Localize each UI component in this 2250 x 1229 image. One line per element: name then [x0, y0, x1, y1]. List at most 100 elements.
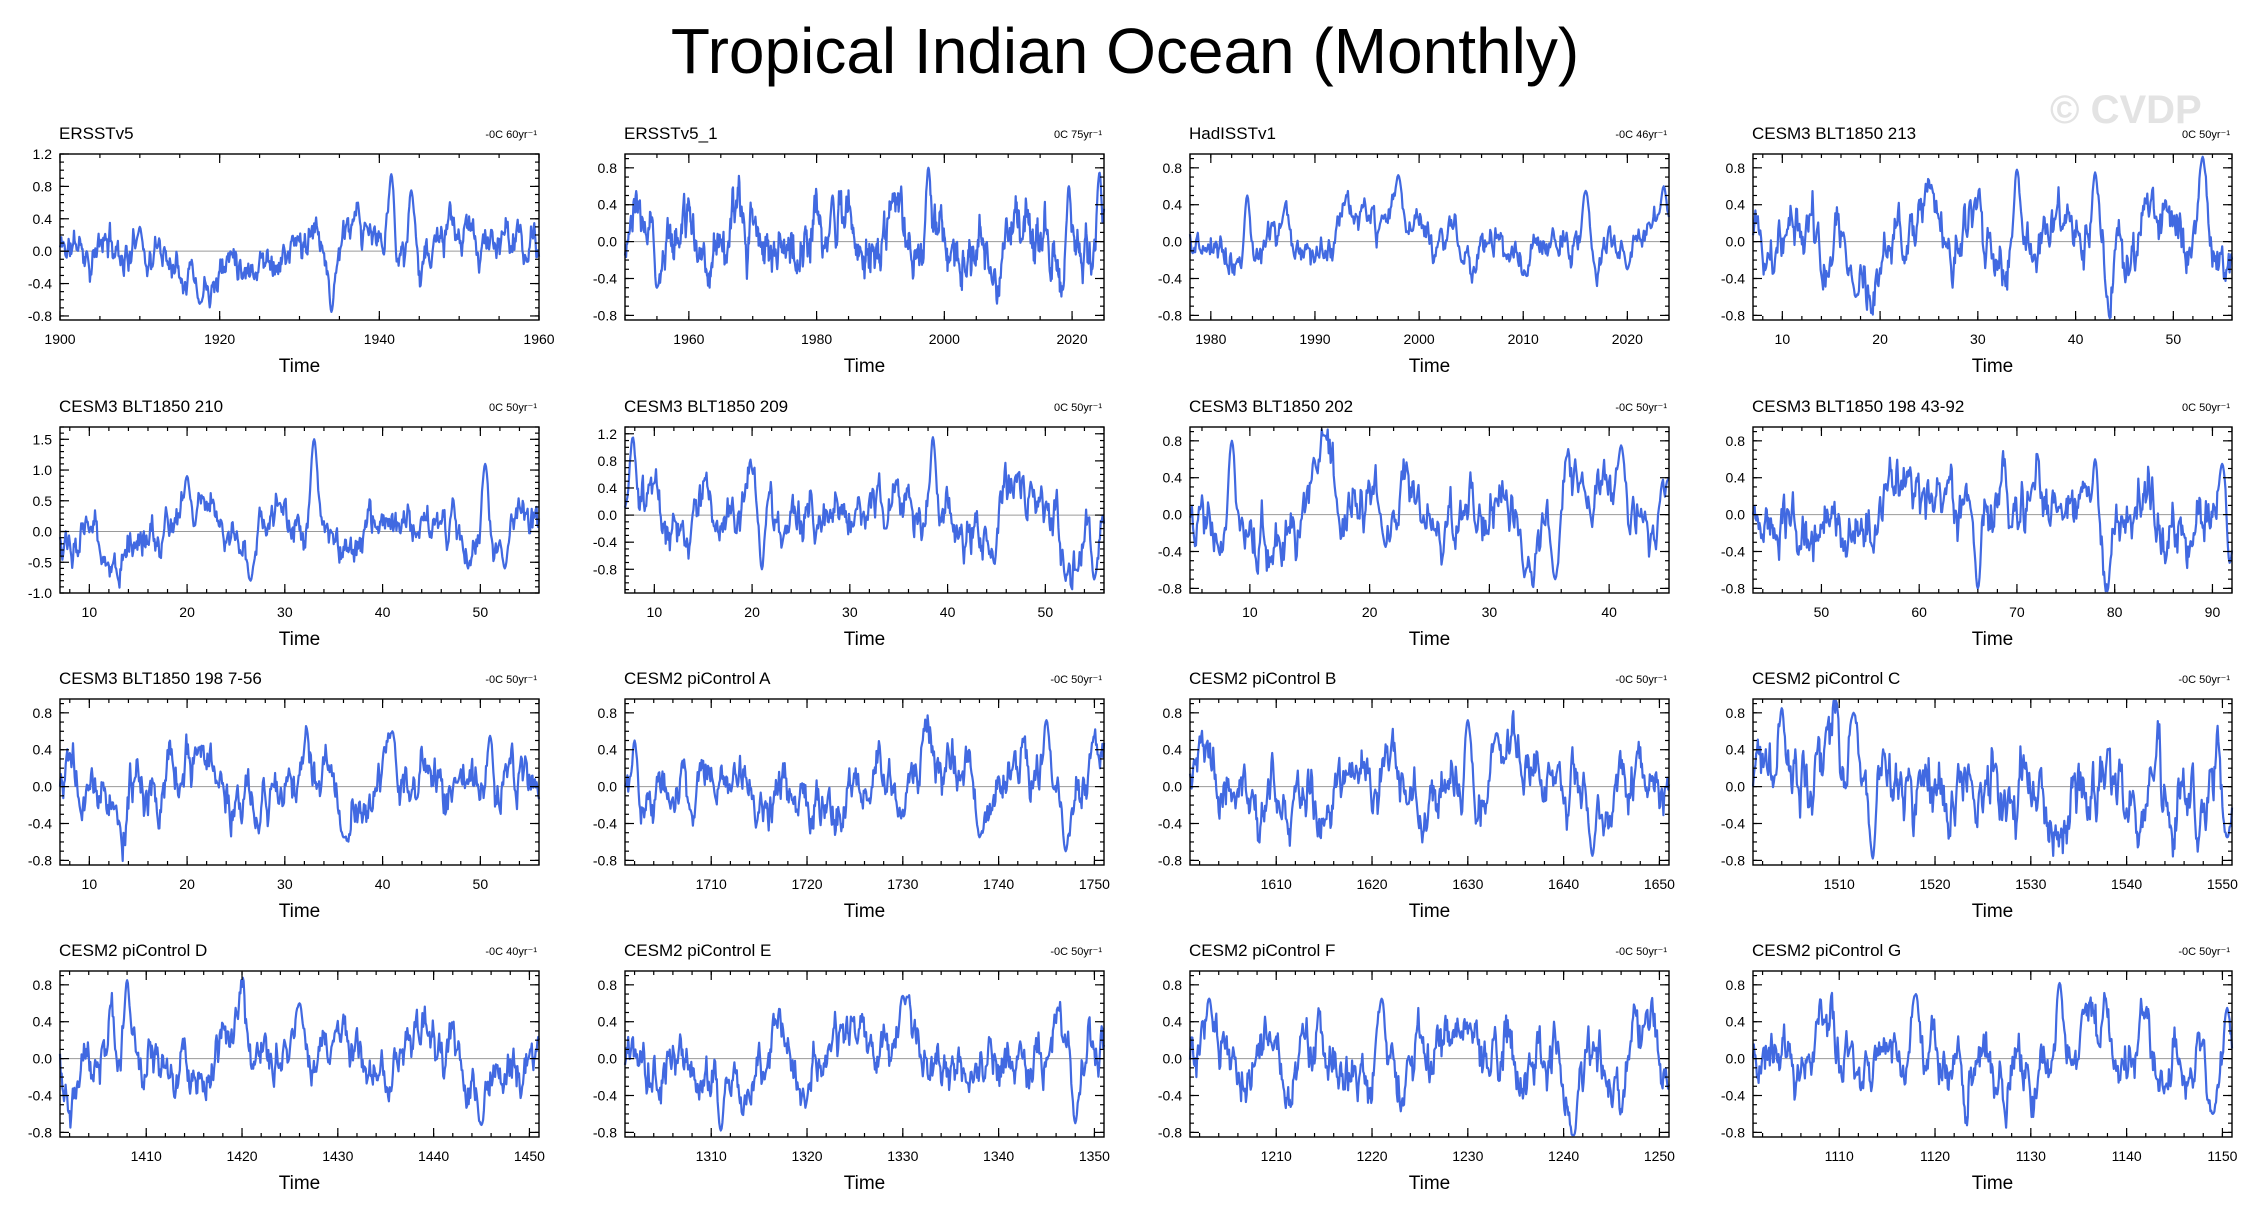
panel-title: ERSSTv5_1 [624, 124, 718, 143]
y-tick-label: -0.8 [1721, 307, 1745, 323]
panel-title: CESM3 BLT1850 213 [1752, 124, 1916, 143]
y-tick-label: 0.4 [598, 197, 618, 213]
x-axis-title: Time [844, 901, 886, 922]
trend-label: -0C 50yr⁻¹ [2178, 674, 2230, 686]
x-tick-label: 2000 [929, 331, 960, 347]
y-tick-label: 0.4 [1726, 470, 1746, 486]
y-tick-label: -0.4 [1721, 544, 1745, 560]
watermark-logo: © CVDP [2050, 88, 2202, 132]
panel-title: HadISSTv1 [1189, 124, 1276, 143]
x-axis-title: Time [1409, 1173, 1451, 1194]
y-tick-label: -1.0 [28, 585, 52, 601]
data-series-line [623, 714, 1106, 853]
x-tick-label: 1990 [1299, 331, 1330, 347]
x-tick-label: 50 [1814, 604, 1830, 620]
y-tick-label: -0.4 [28, 816, 52, 832]
trend-label: 0C 50yr⁻¹ [2182, 129, 2230, 141]
panel-title: CESM3 BLT1850 209 [624, 397, 788, 416]
y-tick-label: 0.4 [598, 480, 618, 496]
plot-frame [59, 970, 540, 1138]
y-tick-label: 1.2 [598, 426, 618, 442]
data-series-line [623, 436, 1106, 591]
y-tick-label: -0.4 [593, 271, 617, 287]
x-axis-title: Time [1972, 901, 2014, 922]
y-tick-label: 0.4 [33, 1014, 53, 1030]
y-tick-label: -0.4 [1721, 271, 1745, 287]
data-series-line [1188, 174, 1671, 288]
y-tick-label: 0.4 [33, 211, 53, 227]
y-tick-label: 0.0 [1163, 234, 1183, 250]
x-axis-title: Time [1409, 629, 1451, 650]
x-tick-label: 20 [1872, 331, 1888, 347]
panel-title: CESM3 BLT1850 202 [1189, 397, 1353, 416]
x-tick-label: 1650 [1644, 876, 1675, 892]
y-tick-label: 0.8 [1726, 433, 1746, 449]
x-tick-label: 1740 [983, 876, 1014, 892]
trend-label: -0C 50yr⁻¹ [1615, 674, 1667, 686]
plot-frame [1752, 153, 2233, 321]
x-tick-label: 1440 [418, 1148, 449, 1164]
x-tick-label: 1520 [1919, 876, 1950, 892]
y-tick-label: -0.4 [28, 1088, 52, 1104]
x-tick-label: 10 [1242, 604, 1258, 620]
trend-label: -0C 50yr⁻¹ [1050, 946, 1102, 958]
y-tick-label: -0.4 [1721, 816, 1745, 832]
x-tick-label: 20 [179, 876, 195, 892]
x-tick-label: 1340 [983, 1148, 1014, 1164]
y-tick-label: 0.0 [598, 1051, 618, 1067]
trend-label: 0C 75yr⁻¹ [1054, 129, 1102, 141]
y-tick-label: -0.8 [593, 307, 617, 323]
panel-2: HadISSTv1 -0C 46yr⁻¹ -0.8 -0.4 0.0 0.4 0.8 1980… [1158, 124, 1671, 377]
plot-frame [59, 426, 540, 594]
trend-label: -0C 50yr⁻¹ [1050, 674, 1102, 686]
y-tick-label: -0.8 [1158, 852, 1182, 868]
y-tick-label: 0.4 [1726, 197, 1746, 213]
y-tick-label: 0.4 [598, 1014, 618, 1030]
trend-label: -0C 40yr⁻¹ [485, 946, 537, 958]
y-tick-label: 0.8 [1726, 977, 1746, 993]
panel-7: CESM3 BLT1850 198 43-92 0C 50yr⁻¹ -0.8 -0.4… [1721, 397, 2234, 650]
y-tick-label: 0.4 [1163, 742, 1183, 758]
x-axis-title: Time [844, 1173, 886, 1194]
x-axis-title: Time [1409, 356, 1451, 377]
y-tick-label: -0.8 [593, 561, 617, 577]
y-tick-label: 0.4 [1163, 197, 1183, 213]
y-tick-label: 0.8 [1726, 705, 1746, 721]
y-tick-label: 0.4 [598, 742, 618, 758]
x-tick-label: 1310 [696, 1148, 727, 1164]
y-tick-label: 0.8 [33, 977, 53, 993]
data-series-line [1751, 981, 2234, 1129]
panel-title: CESM2 piControl A [624, 669, 771, 688]
panel-4: CESM3 BLT1850 210 0C 50yr⁻¹ -1.0 -0.5 0.0 0.5… [28, 397, 541, 650]
x-axis-title: Time [279, 629, 321, 650]
x-tick-label: 1900 [44, 331, 75, 347]
x-axis-title: Time [279, 1173, 321, 1194]
y-tick-label: 0.0 [1726, 779, 1746, 795]
panel-title: CESM2 piControl B [1189, 669, 1336, 688]
panel-9: CESM2 piControl A -0C 50yr⁻¹ -0.8 -0.4 0.0 0.… [593, 669, 1110, 922]
y-tick-label: 0.4 [1163, 470, 1183, 486]
panel-10: CESM2 piControl B -0C 50yr⁻¹ -0.8 -0.4 0.0 0.… [1158, 669, 1675, 922]
x-axis-title: Time [1972, 1173, 2014, 1194]
x-axis-title: Time [279, 356, 321, 377]
panel-14: CESM2 piControl F -0C 50yr⁻¹ -0.8 -0.4 0.0 0.… [1158, 941, 1675, 1194]
y-tick-label: 0.0 [1726, 1051, 1746, 1067]
x-tick-label: 1130 [2016, 1148, 2046, 1164]
y-tick-label: 1.0 [33, 462, 53, 478]
y-tick-label: -0.5 [28, 554, 52, 570]
plot-frame [1189, 426, 1670, 594]
y-tick-label: -0.8 [28, 1124, 52, 1140]
x-tick-label: 1350 [1079, 1148, 1110, 1164]
plot-frame [624, 426, 1105, 594]
panel-title: CESM2 piControl E [624, 941, 771, 960]
data-series-line [1188, 710, 1671, 857]
x-tick-label: 50 [473, 876, 489, 892]
y-tick-label: 1.5 [33, 431, 53, 447]
x-tick-label: 1110 [1825, 1148, 1854, 1164]
data-series-line [1188, 428, 1671, 589]
x-tick-label: 2020 [1612, 331, 1643, 347]
trend-label: -0C 60yr⁻¹ [485, 129, 537, 141]
y-tick-label: 0.8 [1163, 705, 1183, 721]
y-tick-label: -0.8 [28, 308, 52, 324]
plot-frame [1752, 426, 2233, 594]
